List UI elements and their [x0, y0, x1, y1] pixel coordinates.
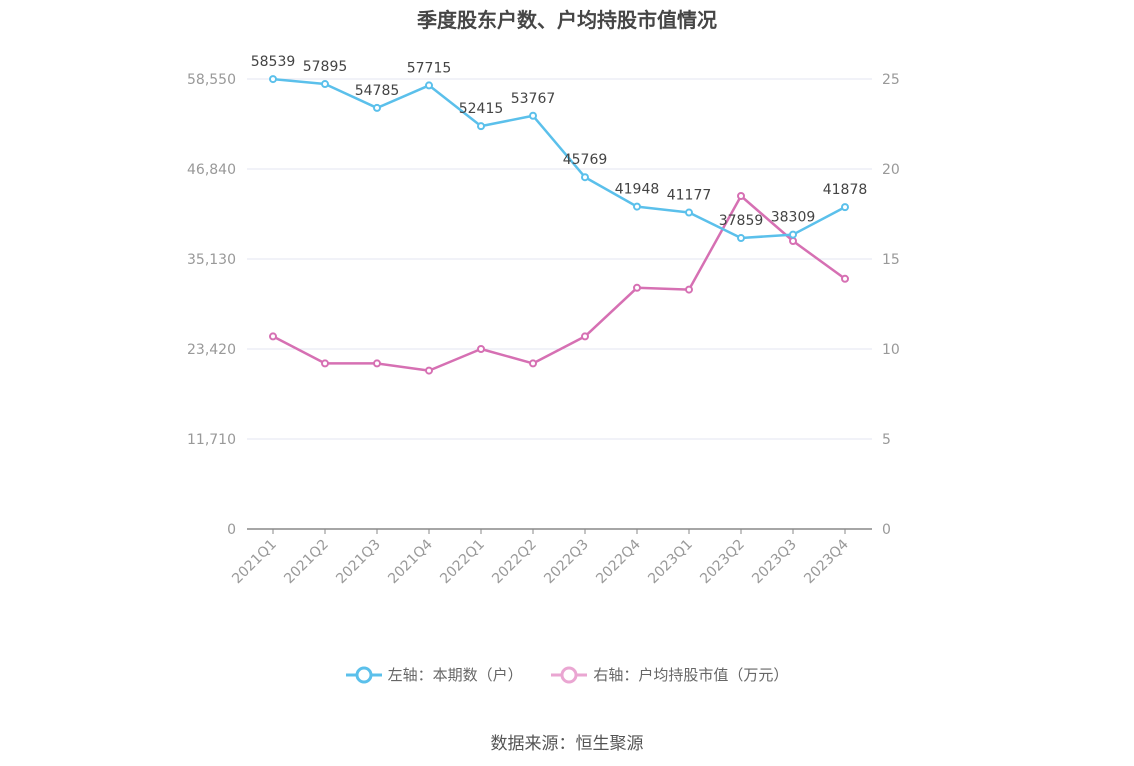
series-right-point [529, 359, 537, 368]
data-label: 53767 [511, 91, 556, 107]
data-label: 37859 [719, 213, 764, 229]
data-label: 45769 [563, 152, 608, 168]
x-axis: 2021Q1 2021Q2 2021Q3 2021Q4 2022Q1 2022Q2 2022… [229, 528, 872, 588]
data-label: 41878 [823, 182, 868, 198]
data-label: 41948 [615, 182, 660, 198]
series-left-point [685, 208, 693, 217]
left-tick-label: 0 [227, 522, 236, 538]
series-right-point [321, 359, 329, 368]
data-label: 54785 [355, 83, 400, 99]
x-tick-label: 2021Q2 [281, 537, 332, 588]
right-tick-label: 15 [882, 252, 900, 268]
x-tick-label: 2022Q1 [437, 537, 488, 588]
right-tick-label: 5 [882, 432, 891, 448]
series-right-point [633, 283, 641, 292]
series-right-point [581, 332, 589, 341]
left-tick-label: 46,840 [187, 162, 236, 178]
series-left-point [841, 203, 849, 212]
series-left-point [633, 202, 641, 211]
data-label: 38309 [771, 210, 816, 226]
x-tick-label: 2021Q3 [333, 537, 384, 588]
legend-item-left[interactable]: 左轴：本期数（户） [345, 664, 523, 685]
data-label: 52415 [459, 101, 504, 117]
series-right-point [269, 332, 277, 341]
right-tick-label: 25 [882, 72, 900, 88]
legend-swatch-left-icon [345, 666, 382, 683]
x-tick-label: 2023Q1 [645, 537, 696, 588]
series-right-point [841, 274, 849, 283]
left-tick-label: 35,130 [187, 252, 236, 268]
series-right-line [272, 194, 846, 372]
x-tick-label: 2021Q1 [229, 537, 280, 588]
legend: 左轴：本期数（户） 右轴：户均持股市值（万元） [0, 664, 1134, 689]
data-label: 57715 [407, 60, 452, 76]
series-left-point [737, 234, 745, 243]
series-right-point [425, 366, 433, 375]
x-tick-label: 2022Q2 [489, 537, 540, 588]
legend-item-right[interactable]: 右轴：户均持股市值（万元） [551, 664, 788, 685]
series-left-point [477, 122, 485, 131]
series-left-point [581, 173, 589, 182]
x-tick-label: 2023Q4 [801, 536, 852, 587]
data-label: 57895 [303, 59, 348, 75]
data-label: 58539 [251, 54, 296, 70]
x-tick-label: 2023Q3 [749, 537, 800, 588]
right-tick-label: 0 [882, 522, 891, 538]
right-axis-ticks: 0 5 10 15 20 25 [882, 72, 900, 538]
grid-lines [247, 78, 872, 440]
right-tick-label: 20 [882, 162, 900, 178]
series-right-point [789, 237, 797, 245]
left-tick-label: 23,420 [187, 342, 236, 358]
series-left-point [789, 230, 797, 239]
series-left-point [269, 75, 277, 84]
series-right [269, 192, 849, 375]
chart-title: 季度股东户数、户均持股市值情况 [417, 8, 717, 32]
data-labels: 58539 57895 54785 57715 52415 53767 45769 41948… [251, 54, 868, 229]
legend-swatch-right-icon [551, 666, 588, 683]
series-left-point [373, 103, 381, 112]
data-label: 41177 [667, 188, 712, 204]
x-tick-label: 2021Q4 [385, 536, 436, 587]
legend-label-right: 右轴：户均持股市值（万元） [593, 666, 789, 684]
series-right-point [685, 285, 693, 294]
left-tick-label: 58,550 [187, 72, 236, 88]
series-right-point [373, 359, 381, 368]
series-left-line [272, 77, 846, 240]
x-tick-label: 2023Q2 [697, 537, 748, 588]
source-note: 数据来源：恒生聚源 [490, 734, 644, 754]
left-tick-label: 11,710 [187, 432, 236, 448]
x-tick-label: 2022Q3 [541, 537, 592, 588]
series-left-point [529, 111, 537, 120]
series-left [269, 75, 849, 243]
series-right-point [737, 192, 745, 200]
right-tick-label: 10 [882, 342, 900, 358]
left-axis-ticks: 0 11,710 23,420 35,130 46,840 58,550 [187, 72, 236, 538]
series-right-point [477, 345, 485, 353]
series-left-point [425, 81, 433, 90]
x-tick-label: 2022Q4 [593, 536, 644, 587]
legend-label-left: 左轴：本期数（户） [387, 666, 523, 684]
series-left-point [321, 80, 329, 89]
